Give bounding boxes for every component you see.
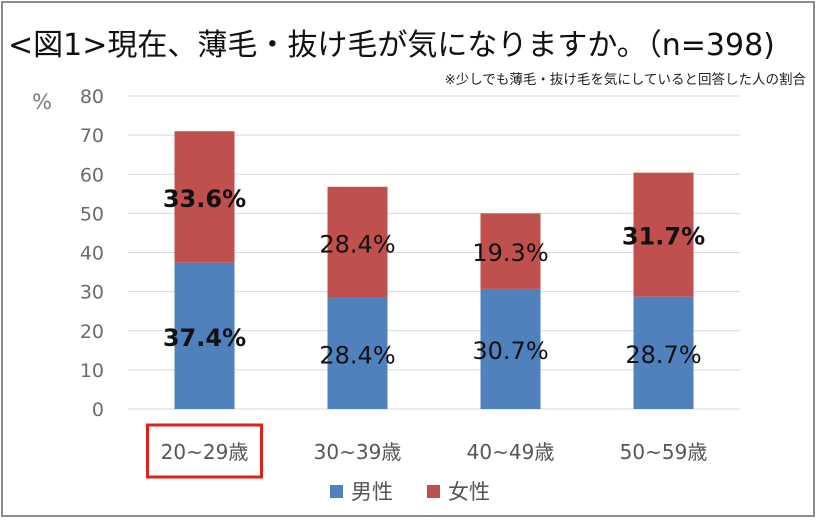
bar-male-4 [633, 296, 694, 409]
y-tick-label: 40 [80, 243, 104, 265]
y-axis-unit: % [32, 90, 52, 114]
bar-male-3 [480, 288, 541, 409]
legend-item-male: 男性 [330, 476, 393, 506]
data-label-male-2: 28.4% [319, 341, 395, 369]
y-tick-label: 70 [80, 125, 104, 147]
y-tick-label: 80 [80, 86, 104, 108]
x-tick-label: 30~39歳 [314, 440, 402, 464]
y-tick-label: 60 [80, 164, 104, 186]
legend-item-female: 女性 [427, 476, 490, 506]
x-tick-label: 50~59歳 [620, 440, 708, 464]
legend-swatch-female [427, 484, 440, 498]
bar-male-1 [174, 262, 235, 409]
legend: 男性 女性 [0, 476, 820, 506]
data-label-male-1: 37.4% [163, 324, 246, 352]
data-label-male-4: 28.7% [625, 341, 701, 369]
chart-title: <図1>現在、薄毛・抜け毛が気になりますか。（n=398) [8, 28, 775, 63]
bar-female-1 [174, 131, 235, 263]
data-label-female-4: 31.7% [622, 223, 705, 251]
y-tick-label: 30 [80, 282, 104, 304]
bar-male-2 [327, 297, 388, 409]
data-label-female-1: 33.6% [163, 185, 246, 213]
x-tick-label: 20~29歳 [161, 440, 249, 464]
y-tick-label: 10 [80, 360, 104, 382]
data-label-female-3: 19.3% [472, 239, 548, 267]
bar-female-4 [633, 172, 694, 297]
y-tick-label: 0 [92, 399, 104, 421]
legend-label-female: 女性 [448, 480, 490, 504]
y-tick-label: 50 [80, 203, 104, 225]
bar-female-2 [327, 186, 388, 298]
legend-swatch-male [330, 484, 343, 498]
x-tick-label: 40~49歳 [467, 440, 555, 464]
legend-label-male: 男性 [351, 480, 393, 504]
highlight-box [146, 423, 263, 479]
bar-female-3 [480, 213, 541, 289]
data-label-male-3: 30.7% [472, 337, 548, 365]
data-label-female-2: 28.4% [319, 230, 395, 258]
y-tick-label: 20 [80, 321, 104, 343]
chart-subtitle: ※少しでも薄毛・抜け毛を気にしていると回答した人の割合 [444, 72, 806, 88]
